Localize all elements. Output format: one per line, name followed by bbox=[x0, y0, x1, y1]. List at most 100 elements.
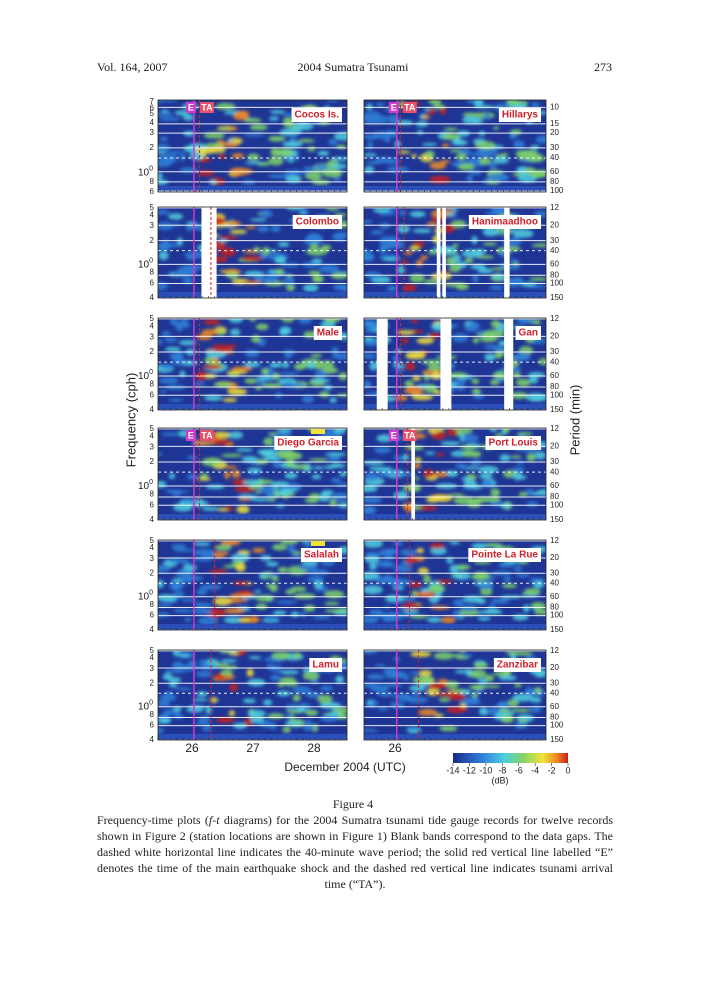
texture-blob bbox=[397, 150, 411, 154]
texture-blob bbox=[174, 322, 191, 329]
texture-blob bbox=[319, 685, 334, 692]
texture-blob bbox=[417, 130, 424, 135]
low-band bbox=[158, 292, 347, 298]
texture-blob bbox=[298, 318, 312, 325]
texture-blob bbox=[364, 571, 381, 581]
texture-blob bbox=[205, 484, 225, 490]
texture-blob bbox=[268, 135, 286, 142]
texture-blob bbox=[466, 175, 474, 183]
y-tick-label: 100 bbox=[138, 166, 153, 179]
texture-blob bbox=[255, 323, 269, 331]
texture-blob bbox=[477, 268, 493, 274]
texture-blob bbox=[216, 126, 234, 131]
texture-blob bbox=[243, 117, 262, 123]
spectrogram bbox=[364, 540, 546, 630]
tick-base: 10 bbox=[138, 371, 150, 382]
station-label: Colombo bbox=[296, 217, 339, 228]
texture-blob bbox=[394, 564, 413, 573]
spectrogram bbox=[364, 318, 546, 410]
texture-blob bbox=[158, 700, 171, 708]
texture-blob bbox=[233, 112, 249, 121]
y2-tick-label: 40 bbox=[550, 688, 559, 697]
texture-blob bbox=[491, 207, 507, 213]
texture-blob bbox=[505, 100, 518, 103]
texture-blob bbox=[386, 166, 409, 173]
texture-blob bbox=[312, 274, 324, 282]
texture-blob bbox=[423, 574, 431, 584]
station-label: Hanimaadhoo bbox=[472, 217, 538, 228]
texture-blob bbox=[529, 706, 542, 713]
marker-bg bbox=[185, 430, 196, 441]
station-label: Hillarys bbox=[502, 110, 539, 121]
texture-blob bbox=[404, 380, 414, 388]
texture-blob bbox=[403, 609, 420, 614]
texture-blob bbox=[510, 455, 522, 459]
station-label-bg bbox=[493, 658, 541, 672]
texture-blob bbox=[524, 167, 536, 175]
station-label: Male bbox=[317, 328, 340, 339]
texture-blob bbox=[509, 129, 522, 135]
texture-blob bbox=[364, 615, 379, 624]
texture-blob bbox=[253, 246, 261, 253]
texture-blob bbox=[446, 428, 458, 437]
texture-blob bbox=[318, 264, 340, 274]
colorbar-tick-label: -8 bbox=[498, 765, 506, 775]
x-tick-label: 27 bbox=[246, 741, 260, 755]
texture-blob bbox=[224, 471, 231, 480]
texture-blob bbox=[307, 146, 316, 152]
texture-blob bbox=[214, 544, 232, 551]
texture-blob bbox=[382, 257, 400, 262]
y2-tick-label: 80 bbox=[550, 270, 559, 279]
low-band bbox=[364, 514, 546, 520]
texture-blob bbox=[204, 394, 223, 402]
texture-blob bbox=[420, 255, 428, 261]
y2-tick-label: 80 bbox=[550, 382, 559, 391]
marker-label: TA bbox=[404, 102, 416, 112]
texture-blob bbox=[277, 241, 290, 247]
texture-blob bbox=[332, 284, 347, 291]
texture-blob bbox=[462, 115, 479, 125]
texture-blob bbox=[213, 596, 232, 606]
texture-blob bbox=[312, 466, 325, 470]
texture-blob bbox=[197, 616, 219, 626]
texture-blob bbox=[447, 493, 464, 497]
low-band bbox=[158, 624, 347, 630]
station-label-bg bbox=[274, 436, 342, 450]
texture-blob bbox=[158, 339, 163, 345]
y-tick-label: 100 bbox=[138, 700, 153, 713]
texture-blob bbox=[412, 228, 432, 234]
texture-blob bbox=[270, 225, 281, 233]
texture-blob bbox=[484, 674, 495, 682]
texture-blob bbox=[284, 721, 303, 727]
texture-blob bbox=[201, 328, 219, 336]
texture-blob bbox=[244, 161, 263, 165]
texture-blob bbox=[158, 112, 174, 117]
texture-blob bbox=[411, 394, 433, 401]
low-band bbox=[158, 734, 347, 740]
y2-tick-label: 30 bbox=[550, 457, 559, 466]
texture-blob bbox=[409, 685, 427, 692]
texture-blob bbox=[400, 260, 410, 264]
texture-blob bbox=[235, 563, 246, 572]
low-band bbox=[364, 624, 546, 630]
texture-blob bbox=[293, 593, 316, 600]
texture-blob bbox=[513, 565, 522, 572]
texture-blob bbox=[309, 243, 319, 249]
texture-blob bbox=[383, 667, 399, 675]
texture-blob bbox=[393, 491, 409, 500]
texture-blob bbox=[498, 701, 510, 709]
y-tick-label: 8 bbox=[150, 177, 155, 186]
texture-blob bbox=[518, 491, 528, 497]
texture-blob bbox=[260, 367, 269, 375]
texture-blob bbox=[176, 237, 183, 247]
station-label-bg bbox=[468, 215, 541, 229]
texture-blob bbox=[252, 547, 265, 553]
texture-blob bbox=[158, 594, 178, 602]
texture-blob bbox=[493, 126, 500, 130]
texture-blob bbox=[364, 460, 385, 466]
texture-blob bbox=[246, 668, 254, 677]
texture-blob bbox=[525, 392, 546, 402]
texture-blob bbox=[518, 346, 534, 355]
texture-blob bbox=[440, 441, 461, 446]
